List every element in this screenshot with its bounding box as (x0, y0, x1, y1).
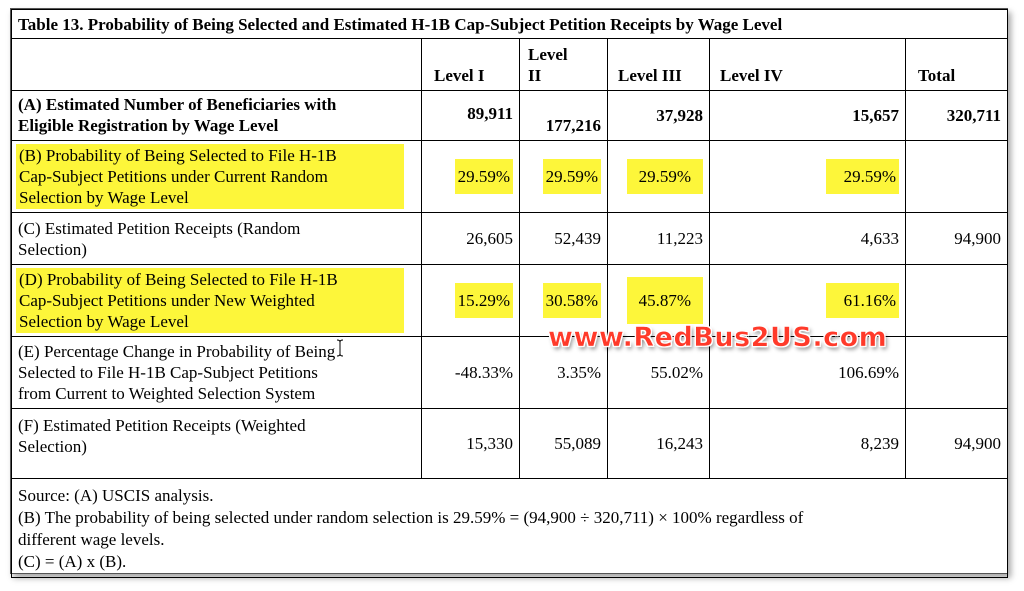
row-f-label: (F) Estimated Petition Receipts (Weighte… (11, 408, 422, 479)
row-d-level-iv: 61.16% (709, 264, 906, 337)
row-b-label-line1: (B) Probability of Being Selected to Fil… (19, 146, 337, 165)
row-f-label-line1: (F) Estimated Petition Receipts (Weighte… (18, 416, 306, 435)
row-b-level-i: 29.59% (421, 140, 520, 213)
row-b-level-ii: 29.59% (519, 140, 608, 213)
table-row: (C) Estimated Petition Receipts (Random … (11, 212, 1009, 265)
row-f-total: 94,900 (904, 408, 1009, 479)
row-a-level-ii: 177,216 (519, 90, 608, 141)
row-a-level-iii: 37,928 (607, 90, 710, 141)
row-c-label-line2: Selection) (18, 240, 87, 259)
row-d-label-line3: Selection by Wage Level (19, 312, 189, 331)
row-f-label-line2: Selection) (18, 437, 87, 456)
header-empty-cell (11, 38, 422, 91)
row-f-level-ii: 55,089 (519, 408, 608, 479)
row-b-level-iii: 29.59% (607, 140, 710, 213)
source-line4: (C) = (A) x (B). (18, 552, 127, 571)
row-c-level-ii: 52,439 (519, 212, 608, 265)
row-d-label-line2: Cap-Subject Petitions under New Weighted (19, 291, 315, 310)
header-level-iv: Level IV (709, 38, 906, 91)
source-notes: Source: (A) USCIS analysis. (B) The prob… (10, 478, 1009, 578)
row-d-level-iii-value: 45.87% (626, 276, 703, 324)
table-row: (B) Probability of Being Selected to Fil… (11, 140, 1009, 213)
row-a-level-iv: 15,657 (709, 90, 906, 141)
header-total: Total (904, 38, 1009, 91)
row-c-level-iii: 11,223 (607, 212, 710, 265)
row-f-level-i: 15,330 (421, 408, 520, 479)
header-level-ii-line2: II (528, 66, 542, 85)
row-e-label-line3: from Current to Weighted Selection Syste… (18, 383, 316, 403)
row-c-level-i: 26,605 (421, 212, 520, 265)
row-d-level-iii: 45.87% (607, 264, 710, 337)
row-b-label-line3: Selection by Wage Level (19, 188, 189, 207)
row-b-label: (B) Probability of Being Selected to Fil… (11, 140, 422, 213)
header-row: Level I Level II Level III Level IV Tota… (11, 38, 1009, 91)
source-line1: Source: (A) USCIS analysis. (18, 486, 214, 505)
row-b-level-iv-value: 29.59% (825, 158, 899, 194)
header-level-i: Level I (421, 38, 520, 91)
row-e-label: (E) Percentage Change in Probability of … (11, 336, 422, 409)
row-c-level-iv: 4,633 (709, 212, 906, 265)
table-row: (A) Estimated Number of Beneficiaries wi… (11, 90, 1009, 141)
probability-table: Table 13. Probability of Being Selected … (10, 9, 1009, 578)
text-cursor-icon (336, 339, 344, 357)
row-d-label-line1: (D) Probability of Being Selected to Fil… (19, 270, 338, 289)
row-d-level-iv-value: 61.16% (825, 282, 899, 318)
row-a-level-i: 89,911 (421, 90, 520, 141)
row-a-label-line1: (A) Estimated Number of Beneficiaries wi… (18, 95, 337, 114)
row-b-level-i-value: 29.59% (454, 158, 513, 194)
row-d-label: (D) Probability of Being Selected to Fil… (11, 264, 422, 337)
table-frame: Table 13. Probability of Being Selected … (10, 8, 1009, 578)
row-f-level-iii: 16,243 (607, 408, 710, 479)
row-e-label-line2: Selected to File H-1B Cap-Subject Petiti… (18, 362, 318, 382)
row-b-label-line2: Cap-Subject Petitions under Current Rand… (19, 167, 328, 186)
source-line3: different wage levels. (18, 530, 165, 549)
row-e-level-iv: 106.69% (709, 336, 906, 409)
watermark-text: www.RedBus2US.com (548, 322, 888, 354)
row-d-highlight: (D) Probability of Being Selected to Fil… (16, 268, 404, 333)
row-a-label-line2: Eligible Registration by Wage Level (18, 116, 279, 135)
row-c-label: (C) Estimated Petition Receipts (Random … (11, 212, 422, 265)
row-c-total: 94,900 (904, 212, 1009, 265)
row-c-label-line1: (C) Estimated Petition Receipts (Random (18, 219, 301, 238)
source-row: Source: (A) USCIS analysis. (B) The prob… (10, 478, 1009, 578)
row-d-level-ii-value: 30.58% (542, 282, 601, 318)
row-e-level-ii: 3.35% (519, 336, 608, 409)
header-level-ii-line1: Level (528, 45, 568, 64)
row-d-level-i: 15.29% (421, 264, 520, 337)
row-b-level-iii-value: 29.59% (626, 158, 703, 194)
table-row: (E) Percentage Change in Probability of … (11, 336, 1009, 409)
row-a-label: (A) Estimated Number of Beneficiaries wi… (11, 90, 422, 141)
row-b-total (904, 140, 1009, 213)
header-level-ii: Level II (519, 38, 608, 91)
header-level-iii: Level III (607, 38, 710, 91)
row-e-label-line1: (E) Percentage Change in Probability of … (18, 341, 336, 361)
table-row: (D) Probability of Being Selected to Fil… (11, 264, 1009, 337)
row-f-level-iv: 8,239 (709, 408, 906, 479)
row-d-level-i-value: 15.29% (454, 282, 513, 318)
row-b-highlight: (B) Probability of Being Selected to Fil… (16, 144, 404, 209)
row-e-total (904, 336, 1009, 409)
table-title: Table 13. Probability of Being Selected … (10, 9, 1009, 39)
row-e-level-i: -48.33% (421, 336, 520, 409)
row-b-level-ii-value: 29.59% (542, 158, 601, 194)
table-row: (F) Estimated Petition Receipts (Weighte… (11, 408, 1009, 479)
row-d-total (904, 264, 1009, 337)
row-b-level-iv: 29.59% (709, 140, 906, 213)
row-a-total: 320,711 (904, 90, 1009, 141)
source-line2: (B) The probability of being selected un… (18, 508, 804, 527)
